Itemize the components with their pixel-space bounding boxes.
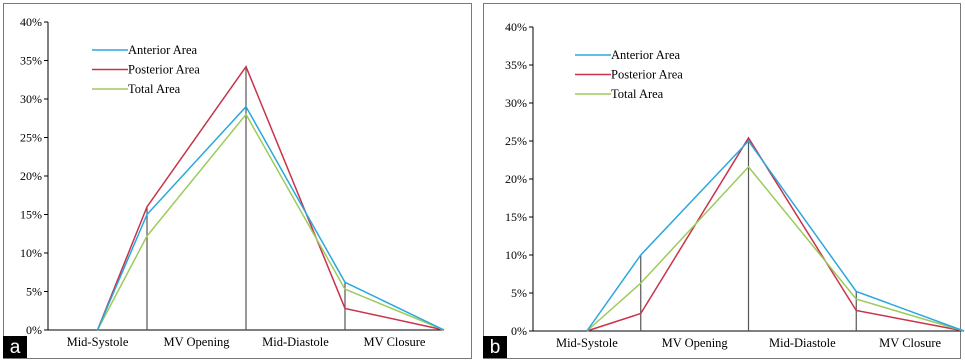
y-tick-label: 5% (26, 285, 42, 299)
y-tick-label: 25% (505, 134, 527, 148)
legend-label: Total Area (611, 87, 664, 101)
legend-label: Total Area (128, 82, 181, 96)
y-tick-label: 40% (20, 15, 42, 29)
y-tick-label: 15% (505, 210, 527, 224)
y-tick-label: 0% (26, 323, 42, 337)
y-tick-label: 20% (505, 172, 527, 186)
series-line-anterior (586, 139, 965, 332)
y-tick-label: 40% (505, 20, 527, 34)
y-tick-label: 0% (511, 324, 527, 338)
x-tick-label: Mid-Diastole (769, 336, 836, 350)
legend-label: Posterior Area (611, 68, 683, 82)
x-tick-label: Mid-Diastole (262, 335, 329, 349)
panel-tag: b (490, 337, 501, 358)
x-tick-label: Mid-Systole (67, 335, 129, 349)
series-line-posterior (96, 65, 445, 331)
panel-tag: a (10, 337, 21, 358)
y-tick-label: 10% (505, 248, 527, 262)
x-tick-label: MV Opening (163, 335, 230, 349)
legend-label: Anterior Area (128, 43, 198, 57)
y-tick-label: 10% (20, 246, 42, 260)
y-tick-label: 35% (505, 58, 527, 72)
panel-tag-box (3, 336, 27, 358)
legend-label: Posterior Area (128, 63, 200, 77)
x-tick-label: Mid-Systole (556, 336, 618, 350)
panel-tag-box (483, 336, 507, 358)
x-tick-label: MV Opening (662, 336, 729, 350)
series-line-anterior (96, 105, 445, 331)
y-tick-label: 30% (505, 96, 527, 110)
y-tick-label: 25% (20, 131, 42, 145)
y-tick-label: 15% (20, 208, 42, 222)
y-tick-label: 30% (20, 92, 42, 106)
y-tick-label: 20% (20, 169, 42, 183)
panel-a: 0% 5% 10% 15% 20% 25% 30% 35% 40% Mid-Systole MV O… (3, 3, 472, 359)
series-line-total (586, 165, 965, 332)
x-tick-label: MV Closure (364, 335, 426, 349)
x-tick-label: MV Closure (879, 336, 941, 350)
y-tick-label: 5% (511, 286, 527, 300)
legend-label: Anterior Area (611, 48, 681, 62)
series-line-total (96, 113, 445, 331)
y-tick-label: 35% (20, 54, 42, 68)
panel-b: 0% 5% 10% 15% 20% 25% 30% 35% 40% Mid-Systole MV O… (483, 3, 965, 359)
panel-border (3, 3, 472, 359)
series-line-posterior (586, 136, 965, 332)
